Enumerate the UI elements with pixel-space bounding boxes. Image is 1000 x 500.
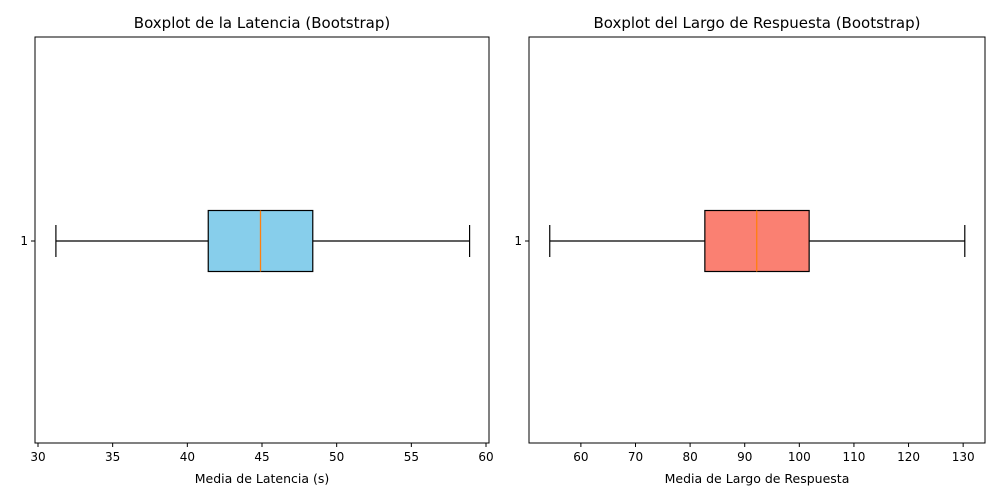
- chart-panel-2: Boxplot del Largo de Respuesta (Bootstra…: [514, 14, 986, 486]
- x-tick-label: 110: [842, 450, 865, 464]
- plot-frame: [528, 36, 986, 444]
- x-tick-label: 40: [180, 450, 195, 464]
- y-tick-label: 1: [514, 234, 522, 248]
- chart-title: Boxplot de la Latencia (Bootstrap): [134, 14, 390, 32]
- chart-panel-1: Boxplot de la Latencia (Bootstrap) 30 35 40…: [20, 14, 493, 486]
- x-tick-label: 60: [573, 450, 588, 464]
- x-tick-label: 45: [254, 450, 269, 464]
- x-tick-label: 60: [478, 450, 493, 464]
- x-tick-label: 80: [682, 450, 697, 464]
- y-tick-label: 1: [20, 234, 28, 248]
- x-tick-label: 90: [737, 450, 752, 464]
- x-tick-label: 50: [329, 450, 344, 464]
- x-axis-label: Media de Latencia (s): [195, 471, 330, 486]
- x-tick-label: 120: [897, 450, 920, 464]
- x-tick-label: 100: [788, 450, 811, 464]
- chart-title: Boxplot del Largo de Respuesta (Bootstra…: [593, 14, 920, 32]
- x-tick-label: 130: [952, 450, 975, 464]
- x-axis-label: Media de Largo de Respuesta: [665, 471, 850, 486]
- x-tick-label: 30: [30, 450, 45, 464]
- x-tick-label: 35: [105, 450, 120, 464]
- x-tick-label: 55: [404, 450, 419, 464]
- x-tick-label: 70: [628, 450, 643, 464]
